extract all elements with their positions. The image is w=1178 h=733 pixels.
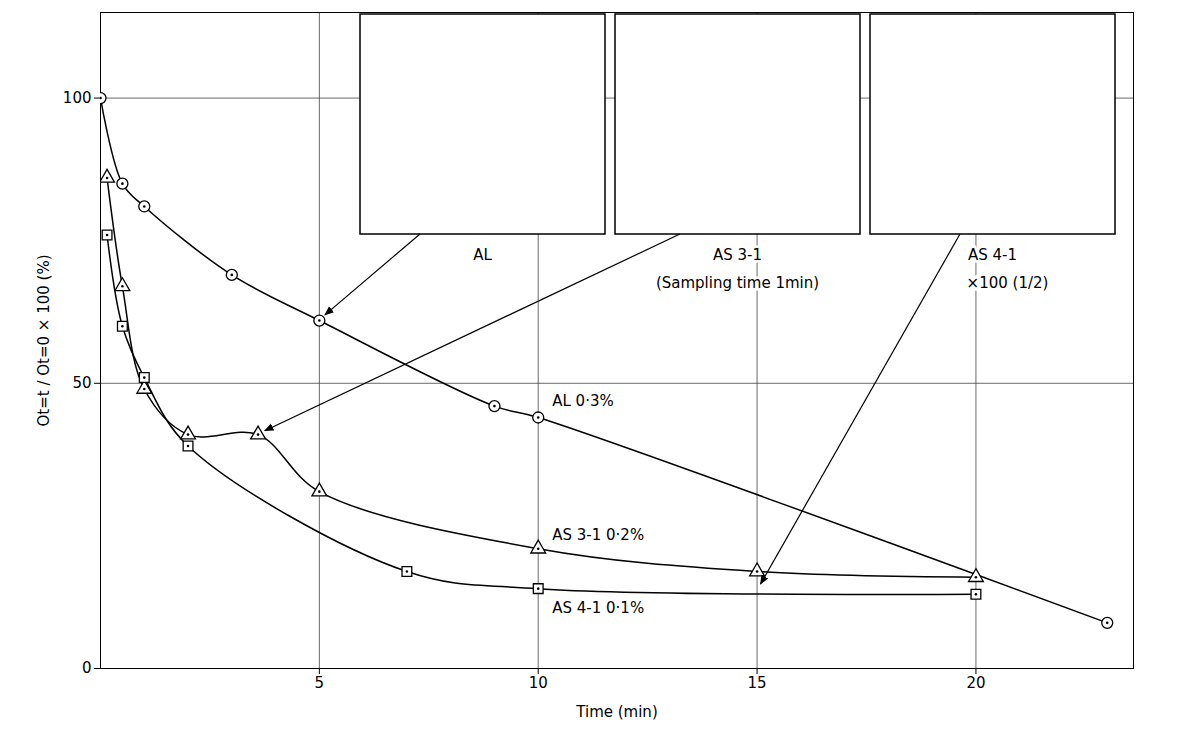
svg-text:AL 0·3%: AL 0·3% [552, 392, 614, 410]
svg-text:AS 4-1 0·1%: AS 4-1 0·1% [552, 599, 644, 617]
svg-text:20: 20 [966, 674, 985, 692]
svg-text:AL 0·3%: AL 0·3% [552, 392, 614, 410]
svg-text:AS 4-1 0·1%: AS 4-1 0·1% [552, 599, 644, 617]
svg-text:AS 3-1 0·2%: AS 3-1 0·2% [552, 526, 644, 544]
svg-text:10: 10 [529, 674, 548, 692]
svg-text:AS 3-1: AS 3-1 [713, 246, 762, 264]
svg-text:50: 50 [72, 374, 91, 392]
svg-text:AL: AL [473, 246, 492, 264]
svg-text:Ot=t / Ot=0 × 100 (%): Ot=t / Ot=0 × 100 (%) [35, 255, 53, 427]
svg-text:AS 3-1 0·2%: AS 3-1 0·2% [552, 526, 644, 544]
svg-text:100: 100 [63, 89, 92, 107]
svg-text:0: 0 [82, 659, 92, 677]
svg-text:(Sampling time 1min): (Sampling time 1min) [656, 274, 819, 292]
svg-text:5: 5 [315, 674, 325, 692]
svg-text:Time (min): Time (min) [575, 703, 657, 721]
svg-text:×100 (1/2): ×100 (1/2) [967, 274, 1049, 292]
svg-text:AS 4-1: AS 4-1 [968, 246, 1017, 264]
svg-text:15: 15 [748, 674, 767, 692]
